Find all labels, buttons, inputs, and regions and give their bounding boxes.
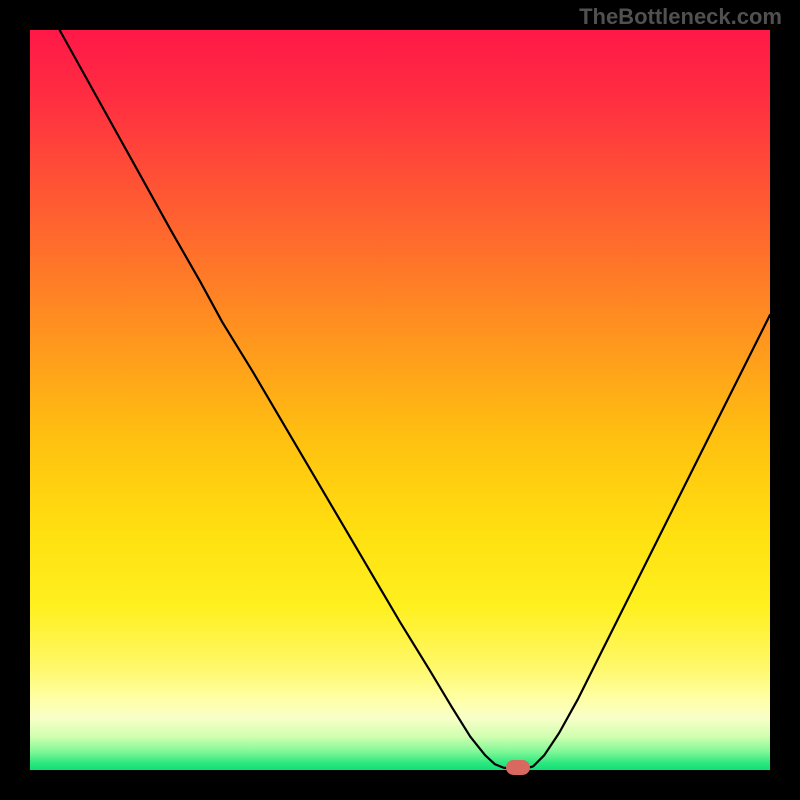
optimal-point-marker xyxy=(506,760,530,775)
watermark-text: TheBottleneck.com xyxy=(579,4,782,30)
bottleneck-chart: TheBottleneck.com xyxy=(0,0,800,800)
bottleneck-curve xyxy=(30,30,770,770)
plot-area xyxy=(30,30,770,770)
